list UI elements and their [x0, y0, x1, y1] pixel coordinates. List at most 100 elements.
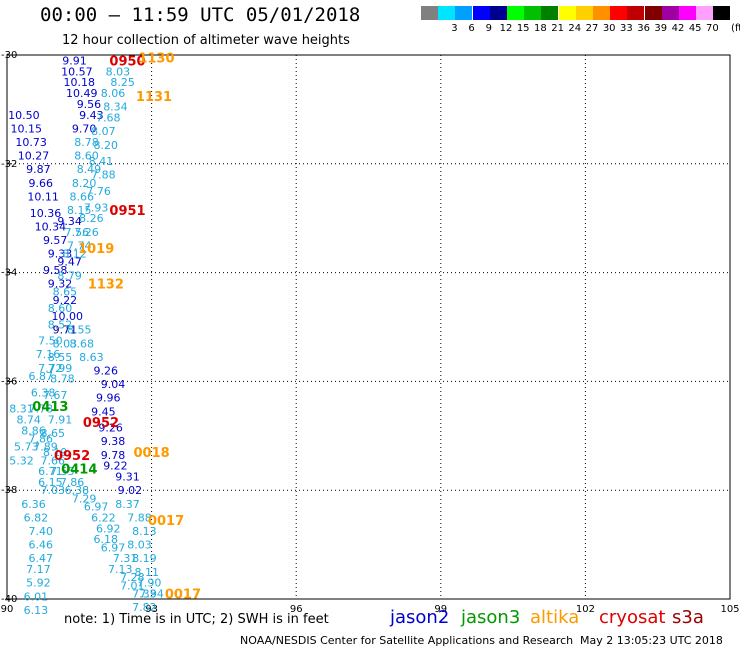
colorbar-swatch: [627, 6, 645, 20]
pass-time-label: 0413: [32, 400, 68, 415]
latitude-tick-label: -30: [1, 50, 17, 61]
longitude-tick-label: 90: [1, 604, 14, 615]
wave-height-label: 9.47: [57, 256, 82, 269]
wave-height-label: 8.63: [79, 351, 104, 364]
colorbar-tick-label: 24: [568, 23, 582, 34]
wave-height-label: 10.00: [52, 310, 84, 323]
colorbar-tick-label: 6: [468, 23, 475, 34]
wave-height-label: 7.94: [139, 588, 164, 601]
wave-height-label: 8.19: [132, 552, 157, 565]
wave-height-label: 8.74: [16, 413, 41, 426]
wave-height-label: 7.72: [38, 362, 63, 375]
longitude-tick-label: 96: [290, 604, 303, 615]
wave-height-label: 8.15: [67, 204, 92, 217]
wave-height-label: 10.11: [27, 190, 59, 203]
wave-height-label: 7.26: [74, 226, 99, 239]
wave-height-label: 7.56: [65, 226, 90, 239]
wave-height-label: 6.36: [21, 498, 46, 511]
wave-height-label: 6.97: [101, 541, 126, 554]
wave-height-label: 8.20: [94, 139, 119, 152]
pass-time-label: 0950: [109, 54, 145, 69]
colorbar-swatch: [593, 6, 610, 20]
wave-height-label: 9.57: [43, 234, 68, 247]
wave-height-label: 8.03: [53, 337, 78, 350]
wave-height-label: 8.13: [132, 525, 157, 538]
footer-timestamp: May 2 13:05:23 UTC 2018: [580, 634, 723, 647]
colorbar-swatch: [438, 6, 456, 20]
colorbar-tick-label: 15: [516, 23, 530, 34]
wave-height-label: 7.55: [50, 465, 75, 478]
wave-height-label: 8.55: [48, 351, 73, 364]
wave-height-label: 7.93: [84, 201, 109, 214]
wave-height-label: 7.03: [41, 484, 66, 497]
wave-height-label: 7.13: [108, 563, 133, 576]
wave-height-label: 10.49: [66, 87, 98, 100]
longitude-tick-label: 102: [576, 604, 595, 615]
wave-height-label: 9.91: [62, 54, 87, 67]
wave-height-label: 7.74: [67, 239, 92, 252]
colorbar-swatch: [472, 6, 490, 20]
legend-item-altika: altika: [530, 607, 580, 628]
wave-height-label: 6.13: [24, 604, 49, 617]
wave-height-label: 7.33: [132, 588, 157, 601]
wave-height-label: 7.50: [38, 335, 63, 348]
wave-height-label: 9.43: [79, 109, 104, 122]
wave-height-label: 7.88: [91, 169, 116, 182]
wave-height-label: 8.65: [53, 286, 78, 299]
wave-height-label: 10.57: [61, 65, 93, 78]
legend-item-s3a: s3a: [672, 607, 704, 628]
wave-height-label: 8.37: [115, 498, 140, 511]
wave-height-label: 9.34: [57, 215, 82, 228]
wave-height-label: 8.03: [127, 539, 152, 552]
wave-height-label: 5.32: [9, 454, 34, 467]
colorbar-tick-label: 39: [654, 23, 668, 34]
wave-height-label: 6.46: [28, 539, 53, 552]
wave-height-label: 7.91: [48, 413, 73, 426]
colorbar-swatch: [644, 6, 662, 20]
wave-height-label: 8.78: [74, 136, 99, 149]
page-title: 00:00 – 11:59 UTC 05/01/2018: [40, 4, 361, 26]
latitude-tick-label: -36: [1, 376, 17, 387]
wave-height-label: 8.20: [72, 177, 97, 190]
wave-height-label: 9.33: [48, 248, 73, 261]
wave-height-label: 7.88: [127, 511, 152, 524]
wave-height-label: 9.32: [48, 277, 73, 290]
wave-height-label: 6.82: [24, 511, 49, 524]
pass-time-label: 0952: [83, 416, 119, 431]
footer-note: note: 1) Time is in UTC; 2) SWH is in fe…: [64, 612, 329, 627]
wave-height-label: 10.50: [8, 109, 40, 122]
wave-height-label: 7.99: [48, 362, 73, 375]
wave-height-label: 9.31: [115, 471, 140, 484]
wave-height-label: 7.16: [36, 348, 61, 361]
wave-height-label: 7.68: [96, 112, 121, 125]
footer-credit: NOAA/NESDIS Center for Satellite Applica…: [240, 634, 574, 647]
wave-height-label: 8.19: [43, 446, 68, 459]
colorbar-swatch: [610, 6, 628, 20]
colorbar-swatch: [421, 6, 438, 20]
pass-time-label: 1019: [78, 242, 114, 257]
wave-height-label: 7.01: [120, 579, 145, 592]
wave-height-label: 9.87: [26, 163, 51, 176]
colorbar-swatch: [696, 6, 714, 20]
wave-height-label: 9.56: [77, 98, 102, 111]
wave-height-label: 8.78: [50, 373, 75, 386]
latitude-tick-label: -38: [1, 485, 17, 496]
wave-height-label: 7.67: [43, 389, 68, 402]
wave-height-label: 9.70: [72, 122, 97, 135]
colorbar-tick-label: 12: [499, 23, 513, 34]
colorbar-swatch: [507, 6, 524, 20]
wave-height-label: 7.86: [60, 476, 85, 489]
wave-height-label: 7.90: [137, 577, 162, 590]
wave-height-label: 7.86: [28, 433, 53, 446]
longitude-tick-label: 93: [145, 604, 158, 615]
legend-item-jason3: jason3: [461, 607, 521, 628]
wave-height-label: 9.78: [101, 449, 126, 462]
colorbar-swatch: [713, 6, 731, 20]
colorbar-swatch: [661, 6, 679, 20]
longitude-tick-label: 99: [434, 604, 447, 615]
wave-height-label: 6.18: [94, 533, 119, 546]
colorbar-unit-label: (ft): [731, 23, 740, 34]
colorbar-swatch: [524, 6, 542, 20]
wave-height-label: 8.31: [9, 403, 34, 416]
